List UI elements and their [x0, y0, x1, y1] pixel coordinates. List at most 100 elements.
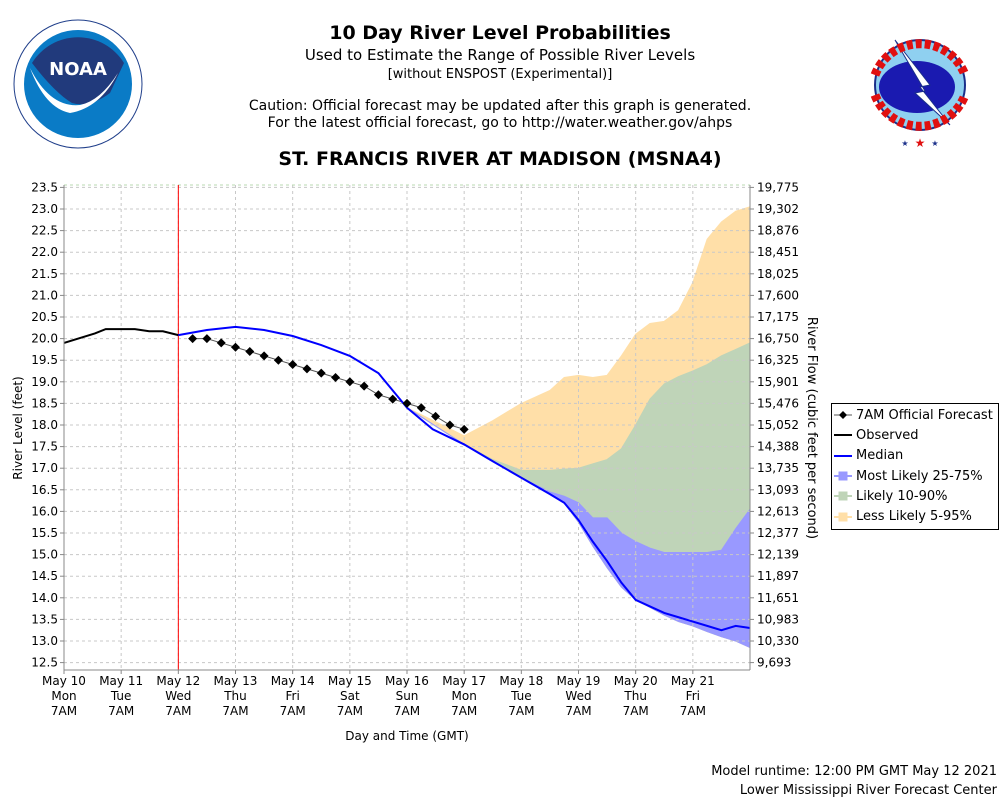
x-tick-label-dow: Wed [565, 689, 591, 703]
noaa-logo-text: NOAA [49, 59, 107, 80]
y-tick-label: 14.0 [31, 591, 58, 605]
legend-item: Likely 10-90% [832, 486, 998, 506]
legend-label: Observed [856, 427, 919, 443]
y2-tick-label: 12,139 [757, 548, 799, 562]
x-tick-label-time: 7AM [51, 704, 77, 718]
official-forecast-point [445, 420, 455, 430]
y-tick-label: 15.5 [31, 526, 58, 540]
x-tick-label-dow: Wed [165, 689, 191, 703]
y-tick-label: 23.5 [31, 180, 58, 194]
legend-item: Observed [832, 425, 998, 445]
legend-label: Most Likely 25-75% [856, 468, 983, 484]
official-forecast-point [359, 381, 369, 391]
official-forecast-point [188, 334, 198, 344]
y-tick-label: 19.0 [31, 375, 58, 389]
legend-item: 7AM Official Forecast [832, 405, 998, 425]
nws-logo: ★ ★ ★ [870, 39, 970, 150]
legend-item: Most Likely 25-75% [832, 466, 998, 486]
svg-text:★: ★ [931, 139, 938, 148]
official-forecast-point [345, 377, 355, 387]
y2-tick-label: 12,613 [757, 504, 799, 518]
chart-legend: 7AM Official Forecast Observed Median Most … [831, 403, 999, 530]
legend-label: Median [856, 448, 904, 464]
y-tick-label: 18.5 [31, 396, 58, 410]
y2-tick-label: 15,476 [757, 396, 799, 410]
x-tick-label-time: 7AM [337, 704, 363, 718]
y-tick-label: 14.5 [31, 569, 58, 583]
y-tick-label: 22.5 [31, 224, 58, 238]
chart-title: 10 Day River Level Probabilities [329, 22, 671, 44]
y2-tick-label: 18,451 [757, 245, 799, 259]
official-forecast-point [316, 368, 326, 378]
chart-subtitle-2: [without ENSPOST (Experimental)] [387, 67, 613, 82]
official-forecast-point [416, 403, 426, 413]
legend-swatch-icon [834, 471, 852, 481]
y2-tick-label: 15,052 [757, 418, 799, 432]
official-forecast-point [245, 347, 255, 357]
y-tick-label: 13.0 [31, 634, 58, 648]
y-tick-label: 18.0 [31, 418, 58, 432]
y-tick-label: 16.5 [31, 483, 58, 497]
x-tick-label-dow: Sun [396, 689, 419, 703]
y2-tick-label: 18,025 [757, 267, 799, 281]
x-tick-label-date: May 11 [99, 674, 143, 688]
y2-tick-label: 13,093 [757, 483, 799, 497]
observed-line [63, 328, 179, 344]
y2-tick-label: 15,901 [757, 375, 799, 389]
x-tick-label-dow: Fri [686, 689, 700, 703]
y-tick-label: 20.0 [31, 332, 58, 346]
x-tick-label-dow: Thu [223, 689, 247, 703]
y2-tick-label: 16,325 [757, 353, 799, 367]
y2-tick-label: 18,876 [757, 224, 799, 238]
x-tick-label-time: 7AM [394, 704, 420, 718]
svg-text:★: ★ [915, 136, 926, 150]
x-tick-label-date: May 21 [671, 674, 715, 688]
official-forecast-point [259, 351, 269, 361]
x-tick-label-date: May 18 [499, 674, 543, 688]
x-tick-label-date: May 14 [271, 674, 315, 688]
x-tick-label-time: 7AM [451, 704, 477, 718]
x-tick-label-date: May 20 [614, 674, 658, 688]
x-tick-label-time: 7AM [280, 704, 306, 718]
x-tick-label-date: May 10 [42, 674, 86, 688]
svg-text:★: ★ [901, 139, 908, 148]
forecast-center: Lower Mississippi River Forecast Center [739, 783, 997, 798]
y-tick-label: 23.0 [31, 202, 58, 216]
legend-label: 7AM Official Forecast [856, 407, 993, 423]
y2-tick-label: 17,600 [757, 288, 799, 302]
y2-tick-label: 10,330 [757, 634, 799, 648]
x-tick-label-date: May 13 [214, 674, 258, 688]
y-tick-label: 21.0 [31, 288, 58, 302]
y-axis-label: River Level (feet) [11, 376, 25, 479]
official-forecast-point [216, 338, 226, 348]
official-forecast-point [431, 411, 441, 421]
x-tick-label-date: May 16 [385, 674, 429, 688]
official-forecast-point [388, 394, 398, 404]
y-tick-label: 13.5 [31, 612, 58, 626]
y2-tick-label: 11,651 [757, 591, 799, 605]
y-tick-label: 22.0 [31, 245, 58, 259]
caution-text: Caution: Official forecast may be update… [248, 98, 752, 114]
legend-swatch-icon [834, 454, 852, 457]
x-tick-label-dow: Mon [452, 689, 477, 703]
x-tick-label-dow: Sat [340, 689, 360, 703]
official-forecast-point [273, 355, 283, 365]
y2-tick-label: 9,693 [757, 656, 791, 670]
x-tick-label-time: 7AM [108, 704, 134, 718]
y2-tick-label: 13,735 [757, 461, 799, 475]
x-tick-label-time: 7AM [508, 704, 534, 718]
legend-label: Less Likely 5-95% [856, 509, 972, 525]
official-forecast-point [288, 360, 298, 370]
x-tick-label-dow: Tue [510, 689, 532, 703]
legend-swatch-icon [834, 491, 852, 501]
legend-item: Median [832, 446, 998, 466]
y-tick-label: 12.5 [31, 656, 58, 670]
y-tick-label: 20.5 [31, 310, 58, 324]
median-line [178, 325, 751, 632]
y-tick-label: 17.0 [31, 461, 58, 475]
x-tick-label-time: 7AM [222, 704, 248, 718]
x-tick-label-dow: Mon [51, 689, 76, 703]
caution-link-text: For the latest official forecast, go to … [267, 115, 733, 131]
y2-tick-label: 16,750 [757, 332, 799, 346]
